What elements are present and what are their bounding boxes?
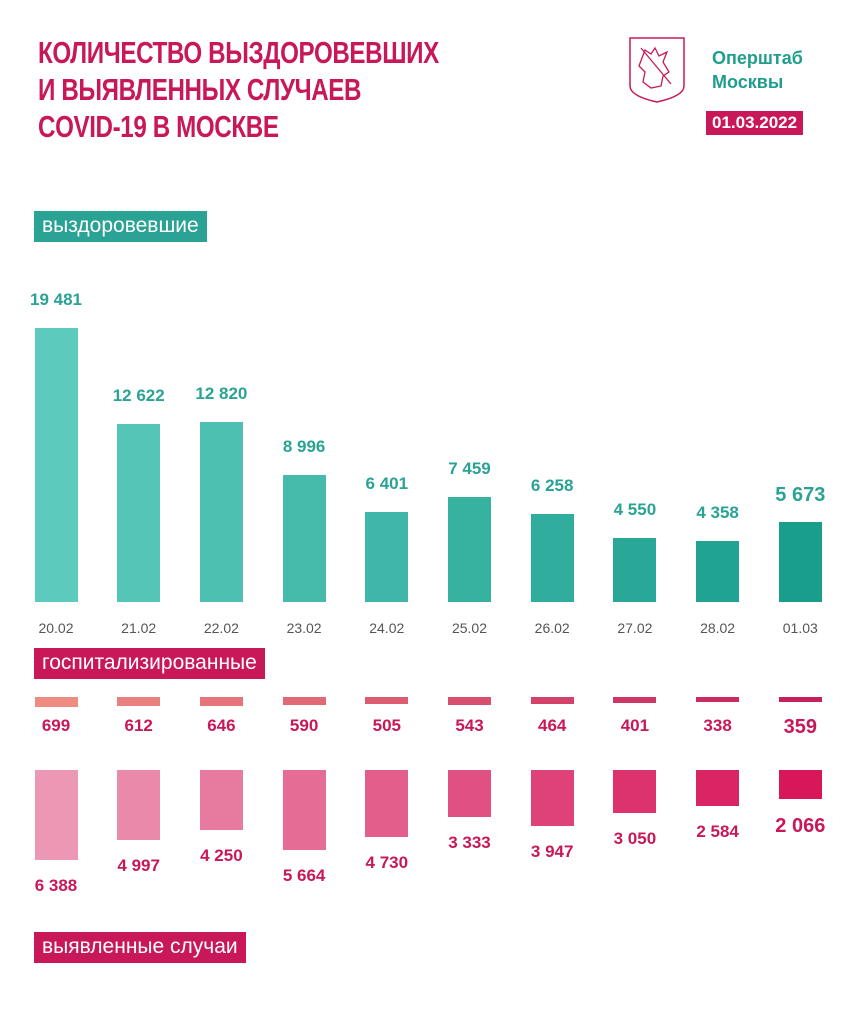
hospitalized-bar <box>365 697 409 705</box>
date-tick-label: 26.02 <box>534 620 570 636</box>
recovered-value-label: 6 258 <box>530 475 574 495</box>
hospitalized-bar <box>530 697 574 704</box>
cases-value-label: 2 584 <box>696 822 739 842</box>
recovered-value-label: 7 459 <box>448 459 491 479</box>
moscow-coat-of-arms-icon <box>629 37 685 103</box>
hospitalized-value-label: 543 <box>455 716 484 735</box>
date-tick-label: 01.03 <box>782 620 818 636</box>
org-line: Москвы <box>712 72 784 92</box>
title-line: И ВЫЯВЛЕННЫХ СЛУЧАЕВ <box>38 72 362 107</box>
date-tick-label: 24.02 <box>369 620 405 636</box>
date-tick-label: 22.02 <box>203 620 239 636</box>
hospitalized-bar <box>199 697 243 707</box>
hospitalized-value-label: 612 <box>124 716 153 735</box>
hospitalized-bar <box>613 697 657 703</box>
cases-value-label: 6 388 <box>34 876 78 896</box>
org-line: Оперштаб <box>712 48 803 68</box>
hospitalized-bar <box>696 697 740 702</box>
hospitalized-value-label: 590 <box>289 716 319 735</box>
recovered-value-label: 12 622 <box>112 386 165 406</box>
cases-value-label: 4 250 <box>200 845 243 865</box>
hospitalized-value-label: 401 <box>620 716 650 735</box>
hospitalized-bar <box>34 697 78 707</box>
cases-bar <box>117 770 161 841</box>
recovered-bar <box>34 328 78 602</box>
hospitalized-value-label: 646 <box>207 716 236 735</box>
chart-title: КОЛИЧЕСТВО ВЫЗДОРОВЕВШИХ И ВЫЯВЛЕННЫХ СЛ… <box>38 34 439 145</box>
cases-value-label: 3 050 <box>613 829 657 848</box>
recovered-bar <box>613 538 657 602</box>
cases-value-label: 4 997 <box>117 856 160 876</box>
recovered-bar <box>282 475 326 602</box>
recovered-bar <box>199 421 243 602</box>
hospitalized-bar <box>448 697 491 705</box>
cases-value-label: 3 333 <box>448 832 491 852</box>
legend-recovered: выздоровевшие <box>34 211 207 242</box>
date-badge: 01.03.2022 <box>706 111 804 135</box>
cases-value-label: 3 947 <box>530 841 574 861</box>
date-tick-label: 21.02 <box>121 620 157 636</box>
recovered-bar <box>448 497 491 602</box>
date-tick-label: 28.02 <box>700 620 736 636</box>
recovered-value-label: 4 550 <box>613 500 657 519</box>
hospitalized-value-label: 699 <box>41 716 71 735</box>
recovered-bar <box>530 513 574 602</box>
date-tick-label: 23.02 <box>286 620 322 636</box>
date-tick-label: 27.02 <box>617 620 653 636</box>
cases-bar <box>34 770 78 861</box>
recovered-value-label: 8 996 <box>282 437 326 457</box>
cases-bar <box>613 770 657 813</box>
recovered-bar <box>365 511 409 602</box>
title-line: COVID-19 В МОСКВЕ <box>38 109 279 144</box>
recovered-value-label: 5 673 <box>775 484 826 507</box>
hospitalized-value-label: 338 <box>703 716 732 735</box>
cases-bar <box>282 770 326 850</box>
cases-bar <box>448 770 491 817</box>
recovered-value-label: 6 401 <box>365 473 409 493</box>
hospitalized-bar <box>117 697 161 706</box>
recovered-bar <box>117 424 161 602</box>
date-tick-label: 25.02 <box>451 620 488 636</box>
hospitalized-bar <box>282 697 326 706</box>
recovered-value-label: 12 820 <box>195 383 248 403</box>
hospitalized-value-label: 505 <box>372 716 401 735</box>
org-name: Оперштаб Москвы <box>712 46 803 94</box>
cases-value-label: 2 066 <box>775 815 826 838</box>
date-tick-label: 20.02 <box>38 620 74 636</box>
cases-bar <box>199 770 243 830</box>
cases-value-label: 4 730 <box>365 852 409 872</box>
hospitalized-value-label: 359 <box>783 716 817 738</box>
cases-bar <box>778 770 822 800</box>
cases-value-label: 5 664 <box>282 865 326 885</box>
cases-bar <box>530 770 574 826</box>
recovered-value-label: 19 481 <box>30 290 82 309</box>
cases-bar <box>365 770 409 837</box>
hospitalized-bar <box>778 697 822 703</box>
recovered-value-label: 4 358 <box>696 502 739 522</box>
title-line: КОЛИЧЕСТВО ВЫЗДОРОВЕВШИХ <box>38 35 439 70</box>
legend-cases: выявленные случаи <box>34 932 246 963</box>
recovered-bar <box>778 522 822 602</box>
recovered-bar <box>696 540 740 602</box>
cases-bar <box>696 770 740 807</box>
legend-hospitalized: госпитализированные <box>34 648 265 679</box>
hospitalized-value-label: 464 <box>538 716 567 735</box>
